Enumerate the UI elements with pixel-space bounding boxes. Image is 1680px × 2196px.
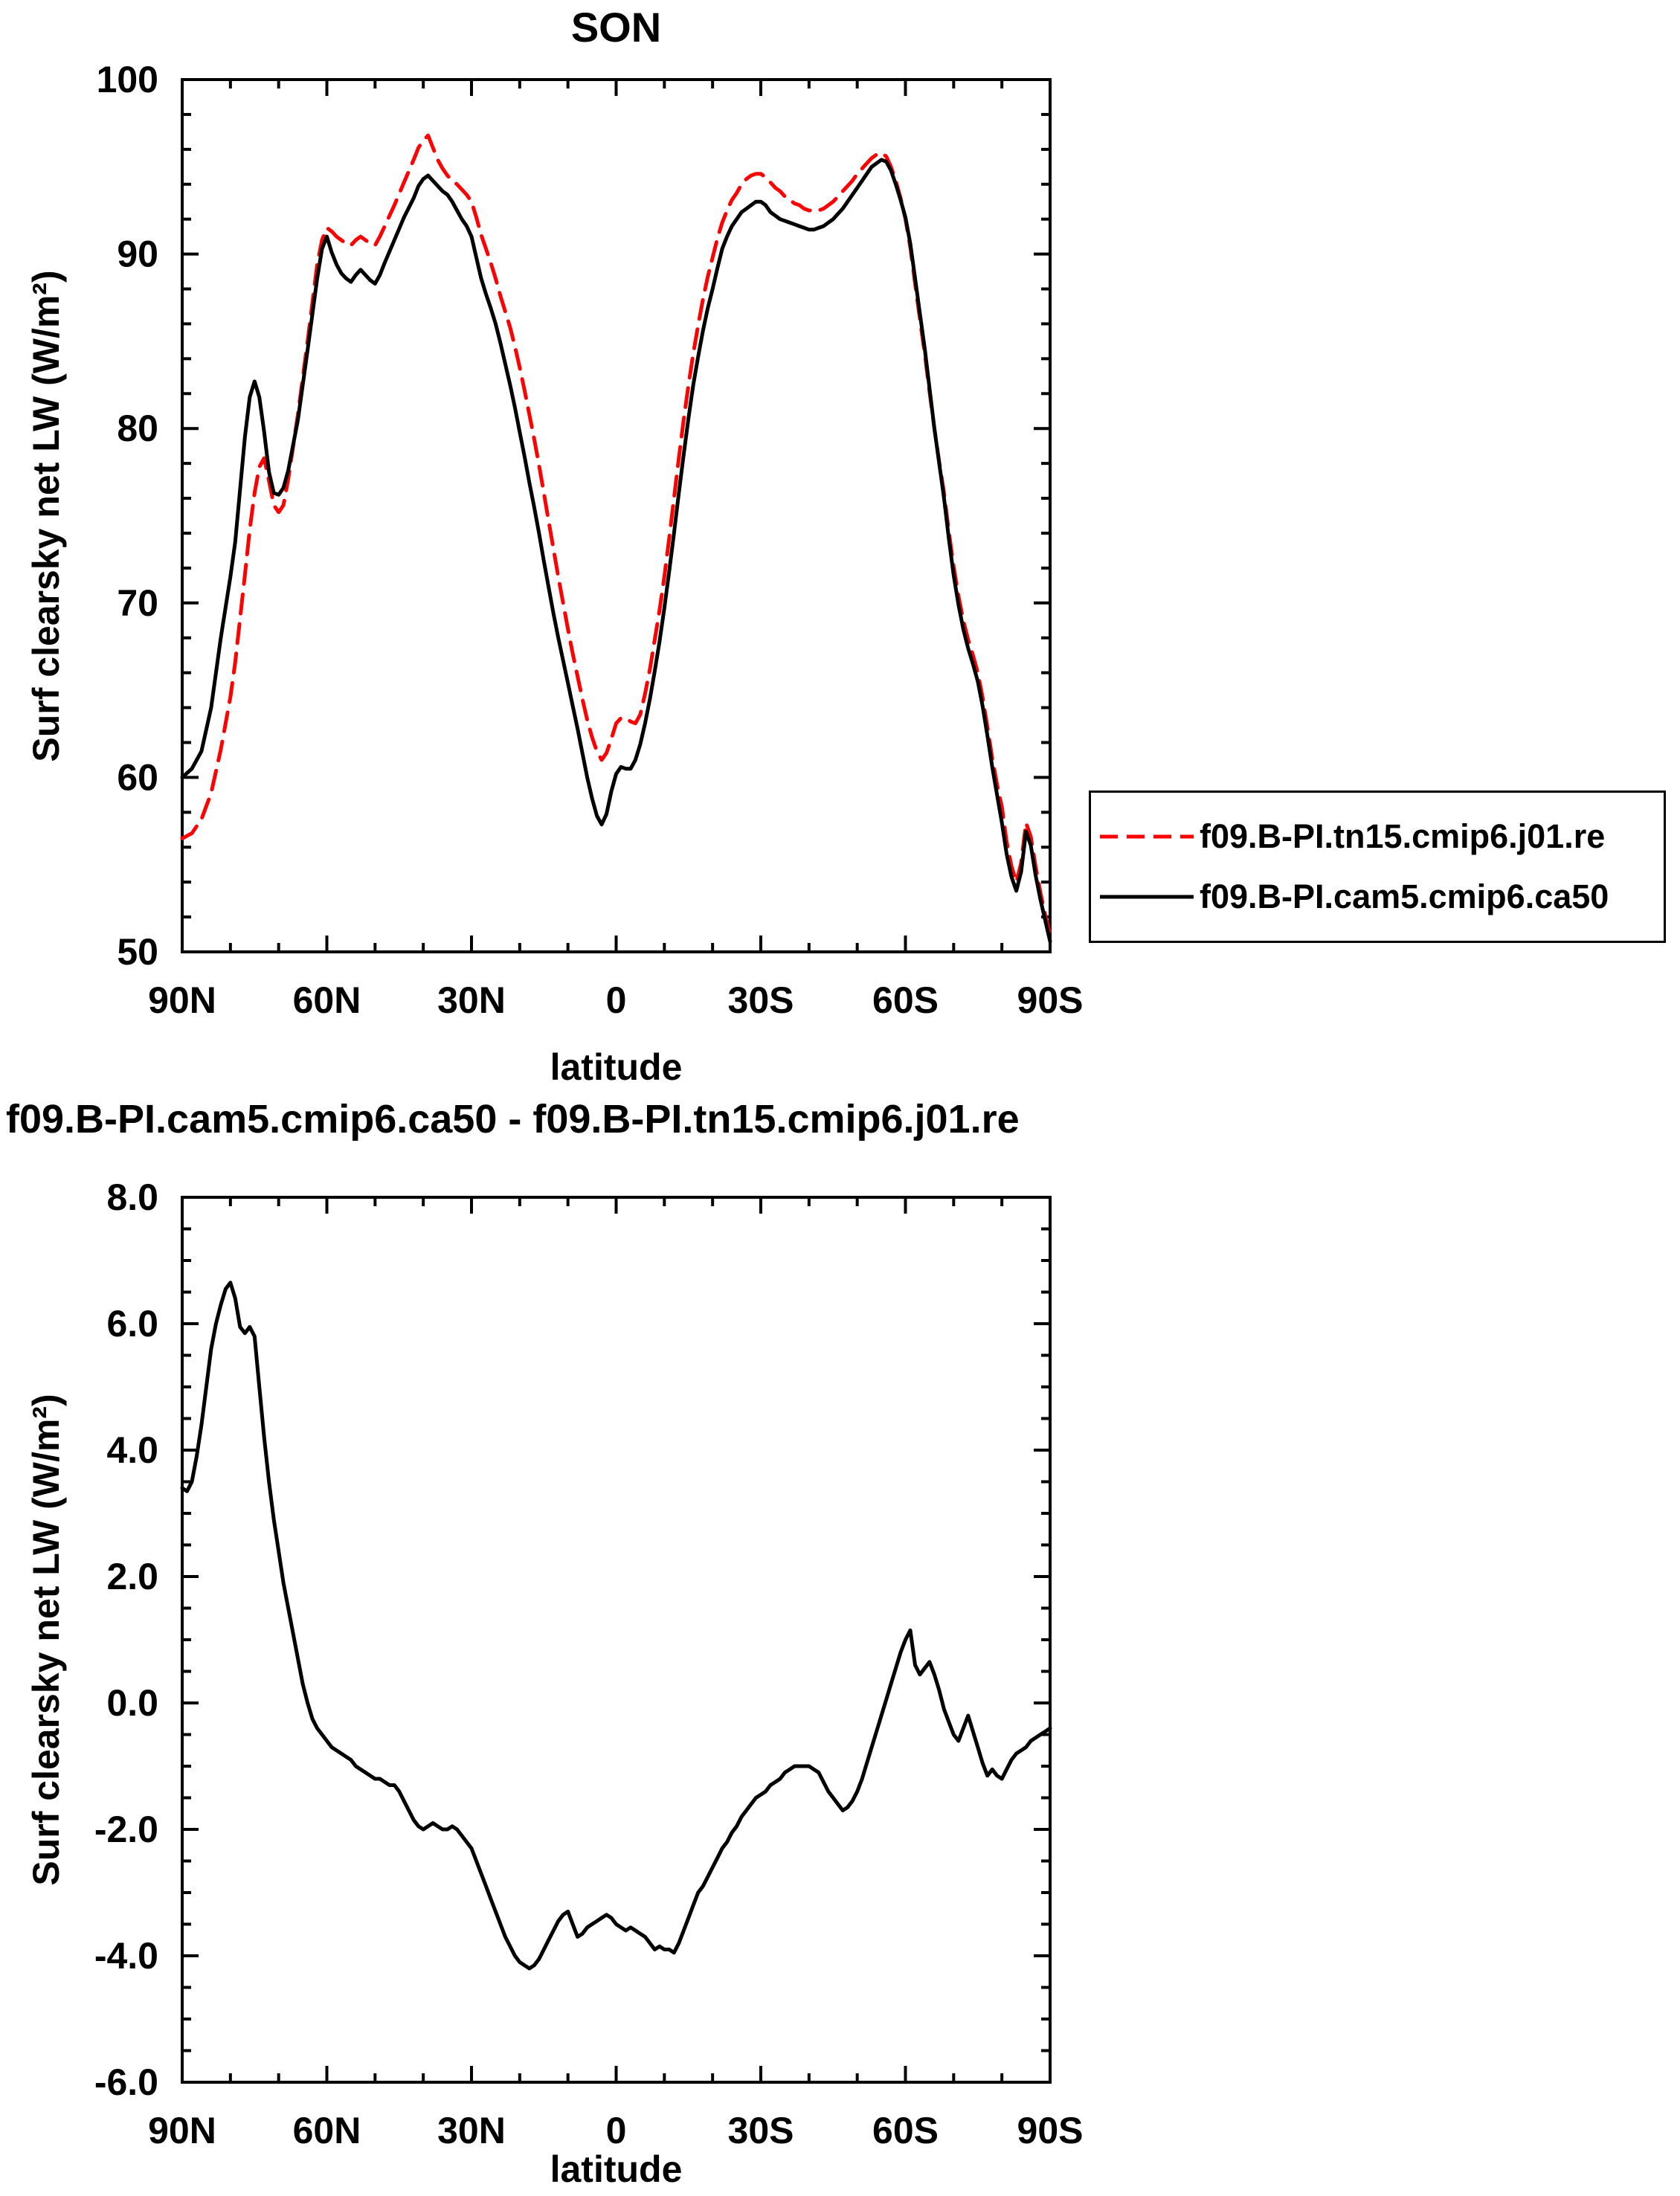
bottom-chart-ylabel: Surf clearsky net LW (W/m²) [25, 1394, 67, 1886]
y-tick-label: 2.0 [106, 1556, 158, 1597]
x-tick-label: 90S [1017, 979, 1084, 1021]
legend-label: f09.B-PI.cam5.cmip6.ca50 [1200, 878, 1609, 915]
x-tick-label: 90S [1017, 2110, 1084, 2151]
x-tick-label: 30S [728, 2110, 794, 2151]
difference-chart-title: f09.B-PI.cam5.cmip6.ca50 - f09.B-PI.tn15… [6, 1097, 1020, 1142]
y-tick-label: -2.0 [94, 1809, 158, 1850]
x-tick-label: 60S [872, 2110, 939, 2151]
y-tick-label: 0.0 [106, 1682, 158, 1724]
x-tick-label: 60N [293, 2110, 361, 2151]
y-tick-label: 8.0 [106, 1176, 158, 1218]
top-chart-ylabel: Surf clearsky net LW (W/m²) [25, 270, 67, 762]
series-line-f09.B-PI.tn15.cmip6.j01.re [180, 133, 1052, 936]
y-tick-label: 80 [117, 408, 158, 449]
x-tick-label: 60S [872, 979, 939, 1021]
x-tick-label: 30S [728, 979, 794, 1021]
plot-frame [181, 78, 1052, 953]
y-tick-label: 100 [97, 59, 158, 100]
legend-box: f09.B-PI.tn15.cmip6.j01.re f09.B-PI.cam5.… [1089, 791, 1666, 943]
x-tick-label: 90N [148, 2110, 216, 2151]
top-chart-xlabel: latitude [550, 1046, 683, 1088]
x-tick-label: 90N [148, 979, 216, 1021]
x-tick-label: 30N [437, 2110, 506, 2151]
series-line-f09.B-PI.cam5.cmip6.ca50 [180, 158, 1052, 944]
x-tick-label: 60N [293, 979, 361, 1021]
x-tick-label: 0 [606, 979, 627, 1021]
y-tick-label: -6.0 [94, 2061, 158, 2103]
y-tick-label: 70 [117, 582, 158, 624]
y-tick-label: 4.0 [106, 1429, 158, 1471]
legend-row: f09.B-PI.cam5.cmip6.ca50 [1098, 878, 1656, 916]
legend-line-sample [1100, 895, 1194, 899]
y-tick-label: 90 [117, 234, 158, 275]
series-line-difference [180, 1281, 1052, 1971]
top-chart-title: SON [570, 4, 662, 51]
bottom-chart-xlabel: latitude [550, 2148, 683, 2190]
legend-label: f09.B-PI.tn15.cmip6.j01.re [1200, 817, 1606, 855]
legend-line-sample [1100, 834, 1194, 839]
x-tick-label: 0 [606, 2110, 627, 2151]
y-tick-label: 50 [117, 931, 158, 973]
legend-row: f09.B-PI.tn15.cmip6.j01.re [1098, 817, 1656, 856]
x-tick-label: 30N [437, 979, 506, 1021]
plot-frame [181, 1196, 1052, 2084]
y-tick-label: 60 [117, 756, 158, 798]
y-tick-label: 6.0 [106, 1303, 158, 1345]
y-tick-label: -4.0 [94, 1935, 158, 1977]
